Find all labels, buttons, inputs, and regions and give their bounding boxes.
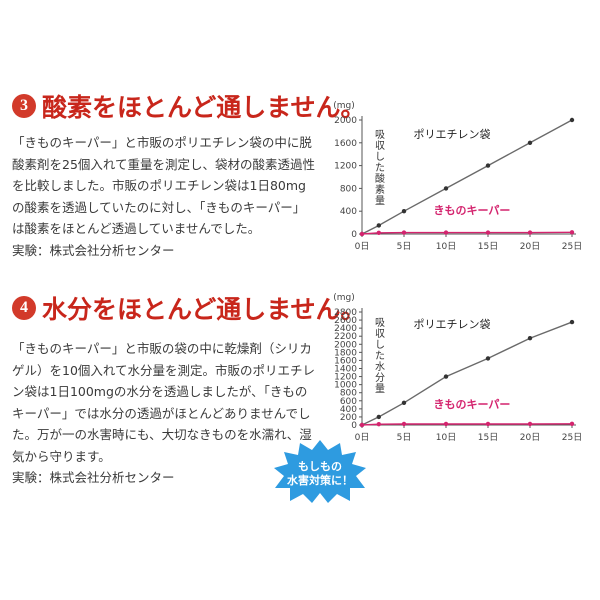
section-number-badge: 4 bbox=[12, 296, 36, 320]
x-tick-label: 10日 bbox=[436, 241, 456, 252]
flood-badge-burst: もしもの 水害対策に！ bbox=[274, 440, 366, 503]
experiment-credit: 実験：株式会社分析センター bbox=[12, 242, 175, 258]
y-tick-label: 1000 bbox=[334, 381, 357, 391]
y-tick-label: 1200 bbox=[334, 373, 357, 383]
y-axis-label-char: た bbox=[375, 162, 385, 174]
section-heading: 3 酸素をほとんど通しません。 bbox=[12, 88, 366, 124]
data-point bbox=[527, 421, 533, 427]
y-tick-label: 400 bbox=[340, 207, 357, 217]
y-axis-label-char: た bbox=[375, 350, 385, 362]
data-point bbox=[443, 374, 449, 379]
section-title: 水分をほとんど通しません。 bbox=[42, 295, 366, 324]
x-tick-label: 15日 bbox=[478, 432, 498, 443]
description-paragraph: 「きものキーパー」と市販のポリエチレン袋の中に脱酸素剤を25個入れて重量を測定し… bbox=[12, 135, 316, 236]
section-description: 「きものキーパー」と市販のポリエチレン袋の中に脱酸素剤を25個入れて重量を測定し… bbox=[12, 132, 317, 261]
data-point bbox=[376, 421, 381, 427]
data-point bbox=[443, 230, 449, 235]
y-tick-label: 2800 bbox=[334, 308, 357, 318]
data-point bbox=[376, 414, 381, 420]
y-tick-label: 2000 bbox=[334, 340, 357, 350]
y-tick-label: 1600 bbox=[334, 356, 357, 366]
y-tick-label: 400 bbox=[340, 405, 357, 415]
y-tick-label: 1200 bbox=[334, 162, 357, 172]
moisture-chart: (mg) 020040060080010001200140016001800200… bbox=[333, 293, 582, 443]
data-point bbox=[527, 140, 533, 145]
description-paragraph: 「きものキーパー」と市販の袋の中に乾燥剤（シリカゲル）を10個入れて水分量を測定… bbox=[12, 341, 316, 464]
burst-line-2: 水害対策に！ bbox=[287, 473, 353, 487]
data-point bbox=[401, 209, 407, 214]
data-point bbox=[527, 336, 533, 341]
x-tick-label: 5日 bbox=[397, 241, 412, 252]
y-tick-label: 2000 bbox=[334, 116, 357, 126]
y-tick-label: 800 bbox=[340, 389, 357, 399]
section-number-badge: 3 bbox=[12, 94, 36, 118]
y-tick-label: 0 bbox=[351, 421, 357, 431]
data-point bbox=[376, 230, 381, 236]
y-axis-label-char: 水 bbox=[375, 361, 385, 373]
data-point bbox=[401, 421, 407, 427]
y-tick-label: 2200 bbox=[334, 332, 357, 342]
moisture-section: 4 水分をほとんど通しません。 「きものキーパー」と市販の袋の中に乾燥剤（シリカ… bbox=[0, 290, 600, 500]
data-point bbox=[569, 421, 575, 426]
x-tick-label: 15日 bbox=[478, 241, 498, 252]
x-tick-label: 10日 bbox=[436, 432, 456, 443]
data-point bbox=[569, 230, 575, 235]
section-description: 「きものキーパー」と市販の袋の中に乾燥剤（シリカゲル）を10個入れて水分量を測定… bbox=[12, 338, 317, 489]
x-tick-label: 0日 bbox=[355, 241, 370, 252]
burst-line-1: もしもの bbox=[298, 460, 342, 473]
y-unit-label: (mg) bbox=[333, 101, 355, 111]
y-axis-label-char: 吸 bbox=[375, 130, 385, 141]
data-point bbox=[443, 186, 449, 191]
data-point bbox=[401, 400, 407, 406]
y-axis-label-char: し bbox=[375, 151, 385, 163]
y-tick-label: 2600 bbox=[334, 316, 357, 326]
data-point bbox=[376, 223, 381, 228]
data-point bbox=[527, 230, 533, 235]
y-axis-label-char: 分 bbox=[375, 372, 385, 384]
section-heading: 4 水分をほとんど通しません。 bbox=[12, 290, 366, 326]
x-tick-label: 0日 bbox=[355, 432, 370, 443]
y-tick-label: 200 bbox=[340, 413, 357, 423]
burst-shape bbox=[274, 440, 366, 503]
y-axis-label-char: し bbox=[375, 339, 385, 351]
y-tick-label: 1600 bbox=[334, 139, 357, 149]
series-label: きものキーパー bbox=[434, 204, 511, 217]
section-title: 酸素をほとんど通しません。 bbox=[42, 93, 366, 122]
data-point bbox=[485, 421, 491, 427]
experiment-credit: 実験：株式会社分析センター bbox=[12, 470, 175, 485]
data-point bbox=[359, 422, 365, 428]
data-point bbox=[485, 163, 491, 168]
data-point bbox=[569, 319, 575, 325]
y-axis-label-char: 素 bbox=[375, 183, 385, 196]
data-point bbox=[485, 356, 491, 361]
series-label: ポリエチレン袋 bbox=[414, 127, 491, 141]
y-tick-label: 0 bbox=[351, 230, 357, 240]
y-axis-label-char: 量 bbox=[375, 195, 385, 207]
data-point bbox=[485, 230, 491, 235]
y-tick-label: 800 bbox=[340, 184, 357, 194]
x-tick-label: 25日 bbox=[562, 241, 582, 252]
y-tick-label: 1400 bbox=[334, 365, 357, 375]
series-label: きものキーパー bbox=[434, 398, 511, 411]
data-point bbox=[569, 117, 575, 123]
oxygen-section: 3 酸素をほとんど通しません。 「きものキーパー」と市販のポリエチレン袋の中に脱… bbox=[0, 88, 600, 278]
data-point bbox=[443, 421, 449, 427]
y-axis-label-char: 吸 bbox=[375, 318, 385, 329]
x-tick-label: 5日 bbox=[397, 432, 412, 443]
y-axis-label-char: 量 bbox=[375, 383, 385, 395]
data-point bbox=[401, 230, 407, 235]
series-label: ポリエチレン袋 bbox=[414, 317, 491, 331]
x-tick-label: 20日 bbox=[520, 241, 540, 252]
y-tick-label: 600 bbox=[340, 397, 357, 407]
y-axis-label-char: 酸 bbox=[375, 172, 385, 185]
y-unit-label: (mg) bbox=[333, 293, 355, 303]
oxygen-chart: (mg) 0 400 800 1200 1600 2000 0日 5日 10日 15日 20日 25日 吸… bbox=[333, 101, 582, 252]
y-tick-label: 1800 bbox=[334, 348, 357, 358]
y-tick-label: 2400 bbox=[334, 324, 357, 334]
x-tick-label: 25日 bbox=[562, 432, 582, 443]
x-tick-label: 20日 bbox=[520, 432, 540, 443]
data-point bbox=[359, 231, 365, 237]
y-axis-label-char: 収 bbox=[375, 328, 385, 340]
y-axis-label-char: 収 bbox=[375, 140, 385, 152]
